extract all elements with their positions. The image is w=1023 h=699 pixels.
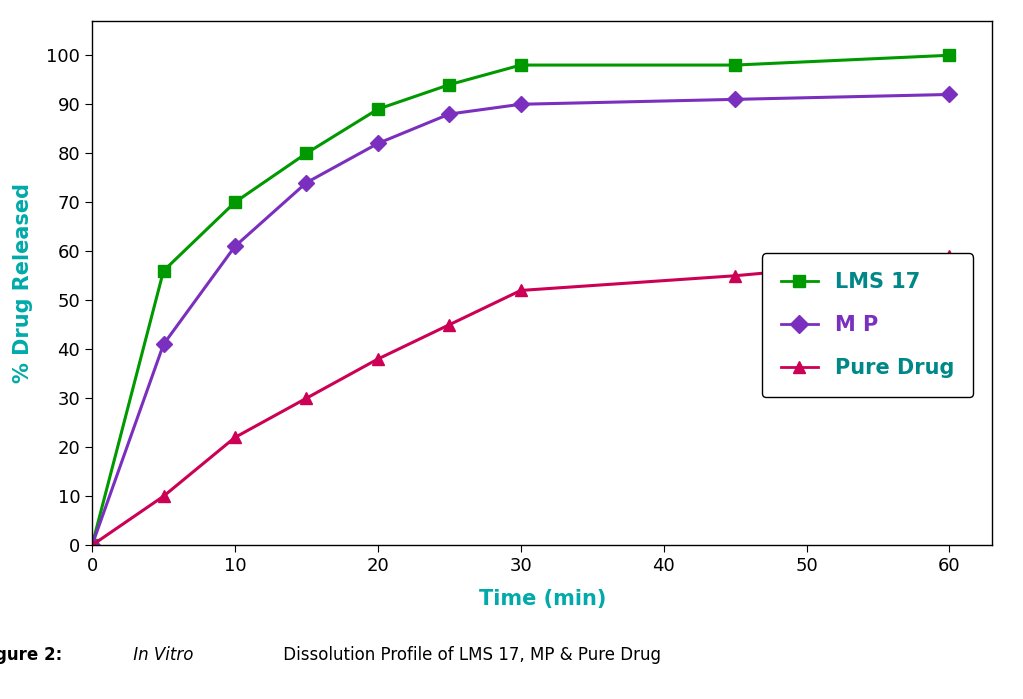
Text: Dissolution Profile of LMS 17, MP & Pure Drug: Dissolution Profile of LMS 17, MP & Pure… [278, 646, 661, 664]
Text: Figure 2:: Figure 2: [0, 646, 62, 664]
Y-axis label: % Drug Released: % Drug Released [12, 183, 33, 383]
Text: In Vitro: In Vitro [128, 646, 193, 664]
X-axis label: Time (min): Time (min) [479, 589, 606, 609]
Legend: LMS 17, M P, Pure Drug: LMS 17, M P, Pure Drug [762, 253, 973, 397]
